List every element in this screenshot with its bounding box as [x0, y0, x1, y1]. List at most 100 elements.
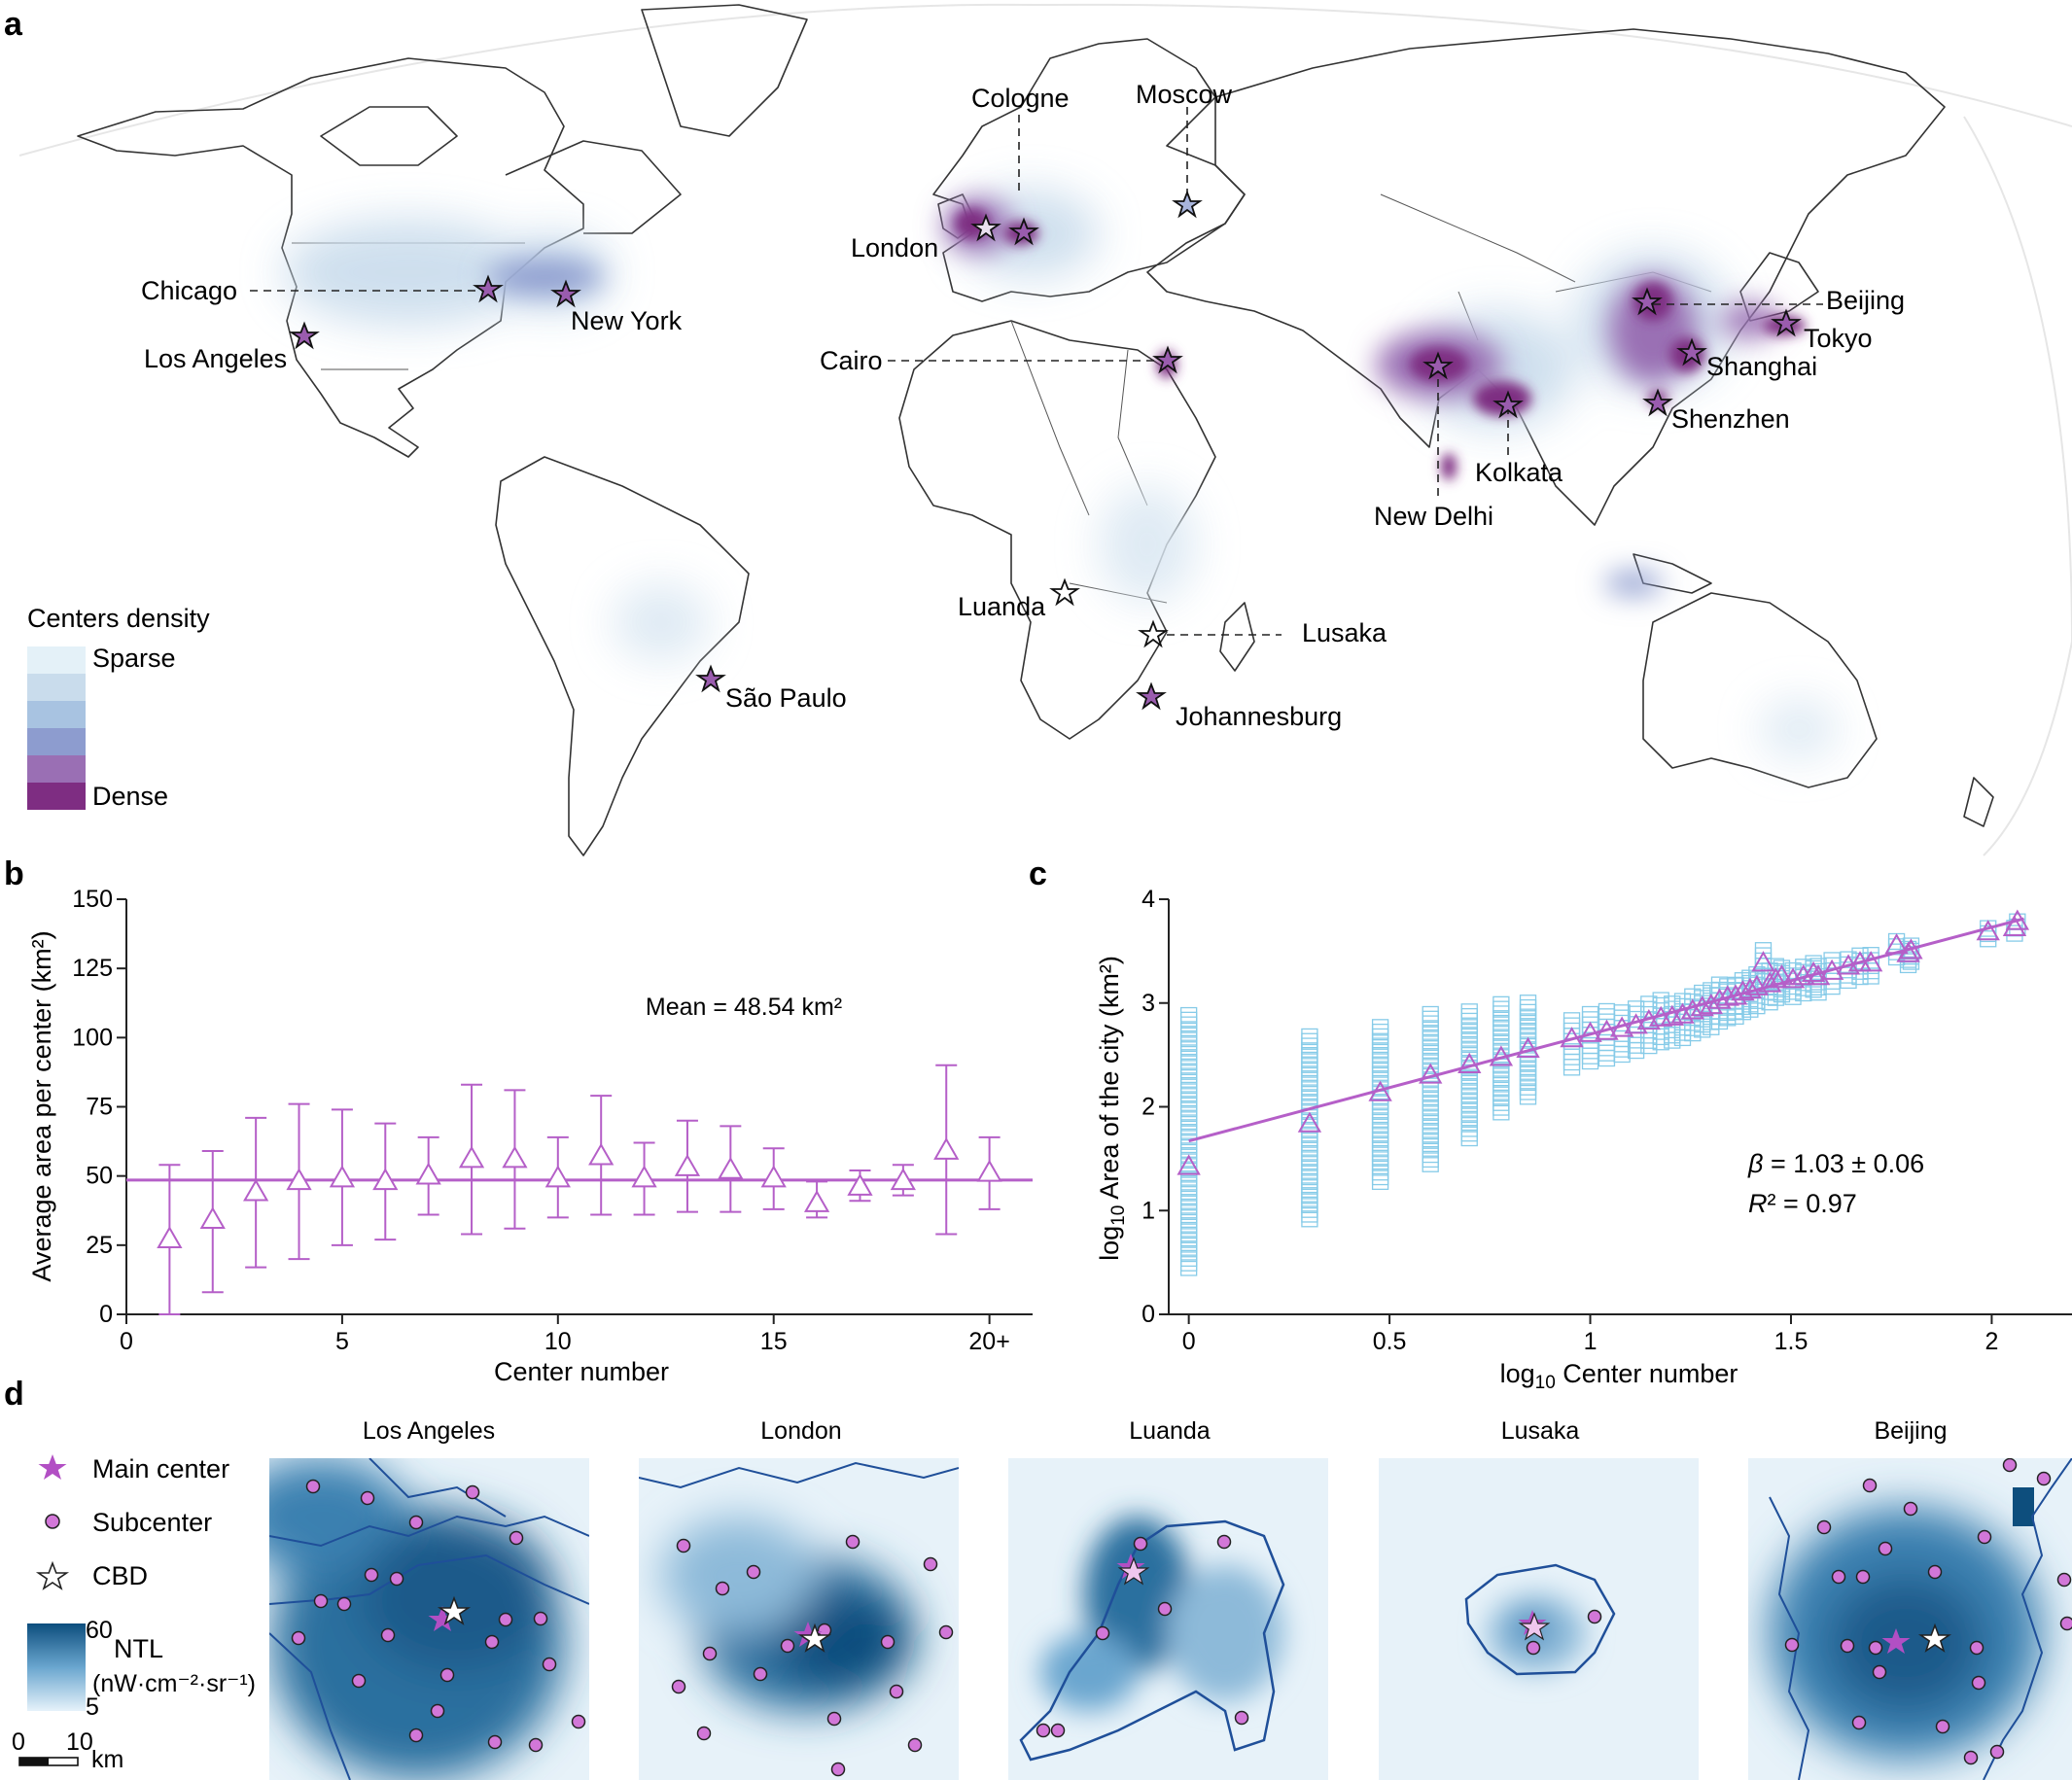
raw-data-square — [1179, 1096, 1198, 1113]
raw-data-square — [1301, 1201, 1318, 1218]
x-tick-label: 1 — [1584, 1328, 1598, 1355]
raw-data-square — [1598, 1044, 1616, 1062]
data-point — [286, 1168, 312, 1191]
raw-data-square — [1371, 1121, 1389, 1139]
raw-data-square — [1493, 1010, 1510, 1028]
mean-point — [1715, 985, 1739, 1006]
raw-data-square — [1179, 1030, 1198, 1048]
city-maps-legend: Main center Subcenter CBD 60 NTL (nW·cm⁻… — [12, 1454, 256, 1773]
raw-data-square — [1301, 1051, 1318, 1069]
x-tick-label: 15 — [760, 1328, 788, 1355]
raw-data-square — [1371, 1042, 1389, 1060]
raw-data-square — [1179, 1174, 1198, 1193]
raw-data-square — [1179, 1067, 1198, 1085]
mean-point — [1780, 967, 1806, 989]
raw-data-square — [1179, 1207, 1198, 1225]
raw-data-square — [1519, 1073, 1537, 1092]
raw-data-square — [1422, 1155, 1439, 1172]
subcenter-icon — [45, 1514, 60, 1529]
raw-data-square — [1519, 1008, 1537, 1026]
raw-data-square — [1422, 1136, 1439, 1154]
data-point — [631, 1165, 657, 1188]
raw-data-square — [1613, 1004, 1631, 1022]
raw-data-square — [1371, 1135, 1389, 1153]
raw-data-square — [1613, 1040, 1631, 1058]
star-tokyo — [1771, 308, 1802, 337]
raw-data-square — [1179, 1006, 1198, 1025]
raw-data-square — [1422, 1108, 1439, 1126]
raw-data-square — [1460, 1007, 1478, 1026]
raw-data-square — [1519, 1003, 1537, 1022]
raw-data-square — [1581, 1042, 1599, 1060]
legend-main-center: Main center — [92, 1454, 229, 1483]
raw-data-square — [1422, 1010, 1439, 1028]
raw-data-square — [1754, 942, 1773, 960]
raw-data-square — [1179, 1203, 1198, 1220]
raw-data-square — [1493, 1070, 1510, 1088]
mean-point — [2005, 909, 2030, 930]
raw-data-square — [1179, 1011, 1198, 1030]
city-label-shenzhen: Shenzhen — [1671, 404, 1790, 434]
raw-data-square — [1371, 1051, 1389, 1069]
data-point — [199, 1206, 226, 1230]
city-label-moscow: Moscow — [1136, 80, 1233, 109]
y-tick-label: 25 — [86, 1232, 113, 1259]
legend-subcenter: Subcenter — [92, 1508, 212, 1537]
raw-data-square — [1301, 1210, 1318, 1228]
raw-data-square — [1422, 1132, 1439, 1149]
scale-zero: 0 — [12, 1728, 25, 1756]
raw-data-square — [1519, 1018, 1537, 1035]
city-label-sao-paulo: São Paulo — [725, 683, 847, 713]
raw-data-square — [1179, 1044, 1198, 1062]
raw-data-square — [1179, 1072, 1198, 1090]
mean-point — [1791, 964, 1815, 986]
raw-data-square — [1179, 1194, 1198, 1211]
raw-data-square — [1460, 1097, 1478, 1114]
raw-data-square — [1460, 1082, 1478, 1100]
star-shanghai — [1676, 337, 1707, 366]
raw-data-square — [1598, 1002, 1616, 1021]
raw-data-square — [1179, 1212, 1198, 1230]
raw-data-square — [1179, 1198, 1198, 1216]
raw-data-square — [1598, 1039, 1616, 1057]
raw-data-square — [1179, 1058, 1198, 1076]
city-label-tokyo: Tokyo — [1804, 324, 1873, 353]
raw-data-square — [1371, 1126, 1389, 1143]
data-point — [674, 1154, 701, 1176]
raw-data-square — [1179, 1026, 1198, 1043]
city-map-lusaka: Lusaka — [1379, 1417, 1699, 1780]
mean-point — [1489, 1045, 1514, 1066]
raw-data-square — [1301, 1084, 1318, 1101]
raw-data-square — [1493, 1024, 1510, 1041]
raw-data-square — [1179, 1016, 1198, 1033]
raw-data-square — [1422, 1122, 1439, 1140]
leader-lines — [250, 107, 1823, 636]
data-point — [458, 1145, 485, 1169]
star-shenzhen — [1642, 388, 1673, 417]
raw-data-square — [1371, 1094, 1389, 1111]
chart-c-ylabel: log10 Area of the city (km²) — [1095, 956, 1129, 1261]
raw-data-square — [1422, 1141, 1439, 1159]
raw-data-square — [1371, 1131, 1389, 1148]
raw-data-square — [1371, 1028, 1389, 1046]
raw-data-square — [1460, 1110, 1478, 1128]
raw-data-square — [1563, 1059, 1581, 1076]
raw-data-square — [1748, 965, 1766, 984]
star-luanda — [1049, 577, 1080, 607]
raw-data-square — [1422, 1103, 1439, 1122]
ntl-max: 60 — [86, 1617, 113, 1644]
raw-data-square — [1652, 1033, 1669, 1051]
density-legend: Centers density Sparse Dense — [27, 604, 210, 811]
raw-data-square — [1460, 1087, 1478, 1104]
raw-data-square — [1422, 1080, 1439, 1099]
raw-data-square — [1371, 1154, 1389, 1171]
data-point — [502, 1145, 528, 1169]
raw-data-square — [1613, 1045, 1631, 1064]
star-cairo — [1152, 345, 1183, 374]
raw-data-square — [1301, 1135, 1318, 1153]
raw-data-square — [1179, 1109, 1198, 1127]
star-cologne — [1008, 217, 1039, 246]
mean-point — [1595, 1019, 1619, 1040]
mean-point — [1560, 1027, 1584, 1048]
raw-data-square — [1519, 995, 1537, 1012]
